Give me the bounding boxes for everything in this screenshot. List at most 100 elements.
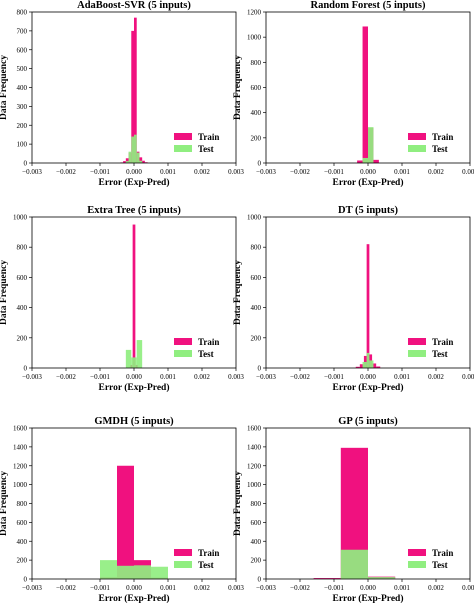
y-tick-label: 600	[17, 519, 28, 527]
y-tick-label: 0	[258, 365, 262, 373]
y-axis-label: Data Frequency	[233, 471, 243, 536]
x-tick-label: −0.002	[56, 373, 76, 381]
x-tick-label: −0.001	[90, 584, 110, 592]
test-legend-swatch	[174, 145, 192, 152]
x-tick-label: 0.003	[228, 168, 244, 176]
x-tick-label: 0.000	[126, 373, 142, 381]
chart-panel: −0.003 −0.002 −0.001 0.000 0.001 0.002 0.003 0 2…	[233, 416, 474, 603]
x-tick-label: −0.003	[256, 168, 276, 176]
x-tick-label: −0.001	[324, 168, 344, 176]
chart-title: GMDH (5 inputs)	[94, 416, 174, 427]
test-bar	[100, 560, 117, 580]
x-tick-label: −0.003	[22, 168, 42, 176]
y-tick-label: 600	[17, 46, 28, 54]
x-axis-label: Error (Exp-Pred)	[99, 382, 170, 393]
y-tick-label: 800	[251, 244, 262, 252]
train-bar	[373, 159, 379, 163]
y-tick-label: 1600	[247, 425, 262, 433]
y-tick-label: 0	[258, 576, 262, 584]
y-tick-label: 200	[251, 557, 262, 565]
y-tick-label: 400	[17, 538, 28, 546]
y-tick-label: 200	[251, 334, 262, 342]
test-bar	[362, 157, 368, 163]
x-tick-label: 0.003	[462, 373, 474, 381]
test-legend-swatch	[174, 561, 192, 568]
x-tick-label: −0.003	[22, 584, 42, 592]
y-tick-label: 0	[24, 160, 28, 168]
x-axis-label: Error (Exp-Pred)	[99, 177, 170, 188]
x-tick-label: −0.002	[56, 168, 76, 176]
x-tick-label: 0.001	[160, 168, 176, 176]
y-tick-label: 100	[17, 141, 28, 149]
y-tick-label: 400	[17, 304, 28, 312]
y-tick-label: 400	[17, 84, 28, 92]
y-tick-label: 1200	[247, 462, 262, 470]
test-bar	[125, 161, 129, 163]
train-bar	[125, 158, 129, 163]
y-tick-label: 600	[251, 274, 262, 282]
y-tick-label: 300	[17, 103, 28, 111]
test-bar	[368, 577, 396, 579]
test-bar	[340, 549, 368, 579]
y-tick-label: 700	[17, 27, 28, 35]
y-axis-label: Data Frequency	[0, 55, 9, 120]
legend-label: Test	[198, 560, 214, 570]
x-tick-label: 0.003	[462, 168, 474, 176]
y-tick-label: 800	[251, 500, 262, 508]
chart-panel: −0.003 −0.002 −0.001 0.000 0.001 0.002 0.003 0 1…	[0, 0, 244, 188]
y-tick-label: 800	[17, 500, 28, 508]
y-tick-label: 1000	[247, 214, 262, 222]
x-tick-label: 0.003	[228, 373, 244, 381]
legend-label: Test	[432, 349, 448, 359]
test-bar	[131, 357, 137, 368]
train-bar	[362, 26, 368, 163]
test-bar	[117, 565, 134, 579]
train-legend-swatch	[174, 549, 192, 556]
test-bar	[136, 340, 143, 368]
y-tick-label: 600	[17, 274, 28, 282]
x-tick-label: 0.001	[394, 584, 410, 592]
x-axis-label: Error (Exp-Pred)	[333, 177, 404, 188]
chart-panel: −0.003 −0.002 −0.001 0.000 0.001 0.002 0.003 0 2…	[233, 205, 474, 393]
test-bar	[368, 127, 374, 163]
train-bar	[376, 366, 381, 368]
y-tick-label: 0	[258, 160, 262, 168]
x-tick-label: 0.002	[428, 373, 444, 381]
x-axis-label: Error (Exp-Pred)	[333, 382, 404, 393]
legend-label: Train	[198, 548, 219, 558]
y-tick-label: 200	[17, 334, 28, 342]
y-tick-label: 800	[17, 9, 28, 17]
x-tick-label: −0.002	[290, 373, 310, 381]
y-tick-label: 1000	[13, 214, 28, 222]
test-legend-swatch	[408, 561, 426, 568]
chart-title: DT (5 inputs)	[338, 205, 398, 216]
train-legend-swatch	[408, 549, 426, 556]
x-tick-label: −0.002	[290, 584, 310, 592]
x-tick-label: 0.003	[228, 584, 244, 592]
train-legend-swatch	[174, 133, 192, 140]
x-axis-label: Error (Exp-Pred)	[333, 593, 404, 603]
x-tick-label: 0.001	[394, 168, 410, 176]
x-tick-label: 0.002	[194, 373, 210, 381]
x-tick-label: −0.002	[56, 584, 76, 592]
train-bar	[134, 17, 137, 163]
legend-label: Train	[198, 132, 219, 142]
y-axis-label: Data Frequency	[0, 471, 9, 536]
legend-label: Train	[432, 337, 453, 347]
chart-title: GP (5 inputs)	[338, 416, 398, 427]
y-tick-label: 1200	[247, 9, 262, 17]
x-tick-label: 0.001	[394, 373, 410, 381]
test-bar	[139, 160, 143, 163]
train-bar	[366, 244, 370, 368]
x-tick-label: 0.002	[194, 168, 210, 176]
y-tick-label: 800	[17, 244, 28, 252]
x-tick-label: 0.000	[360, 168, 376, 176]
y-tick-label: 0	[24, 365, 28, 373]
y-tick-label: 400	[251, 109, 262, 117]
y-tick-label: 400	[251, 538, 262, 546]
chart-title: Extra Tree (5 inputs)	[87, 205, 181, 216]
x-tick-label: 0.001	[160, 584, 176, 592]
x-tick-label: −0.003	[256, 373, 276, 381]
train-bar	[132, 224, 136, 368]
